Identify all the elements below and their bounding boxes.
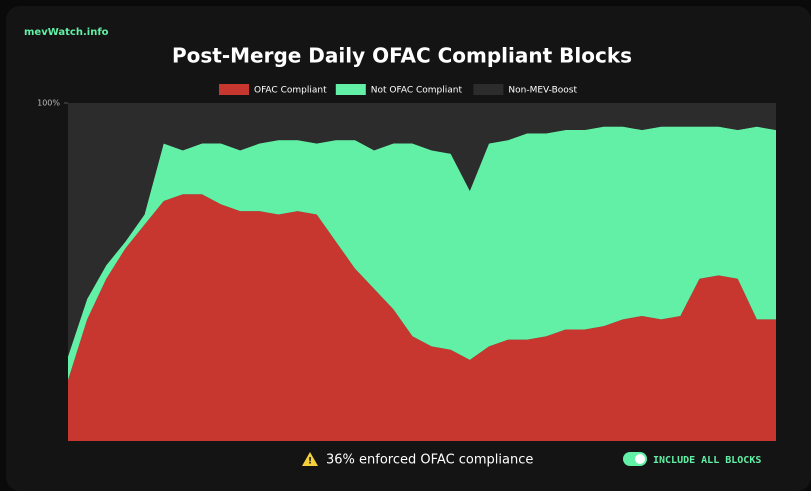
svg-text:!: ! [308, 457, 312, 467]
legend-label: Non-MEV-Boost [508, 86, 577, 96]
legend: OFAC Compliant Not OFAC Compliant Non-MEV-… [219, 84, 577, 96]
warning-icon: ! [302, 452, 318, 467]
legend-label: Not OFAC Compliant [371, 86, 463, 96]
legend-label: OFAC Compliant [254, 86, 327, 96]
area [68, 103, 776, 357]
y-tick-label: 100% [37, 99, 60, 108]
area [68, 194, 776, 441]
toggle[interactable]: INCLUDE ALL BLOCKS [623, 452, 761, 466]
area [68, 126, 776, 381]
site-name: mevWatch.info [24, 27, 109, 38]
legend-swatch [335, 84, 366, 95]
legend-swatch [219, 84, 249, 95]
toggle-label[interactable]: INCLUDE ALL BLOCKS [653, 455, 761, 466]
chart-title: Post-Merge Daily OFAC Compliant Blocks [172, 44, 632, 68]
plot [68, 103, 776, 441]
status-text: 36% enforced OFAC compliance [326, 453, 533, 468]
legend-swatch [473, 84, 504, 95]
